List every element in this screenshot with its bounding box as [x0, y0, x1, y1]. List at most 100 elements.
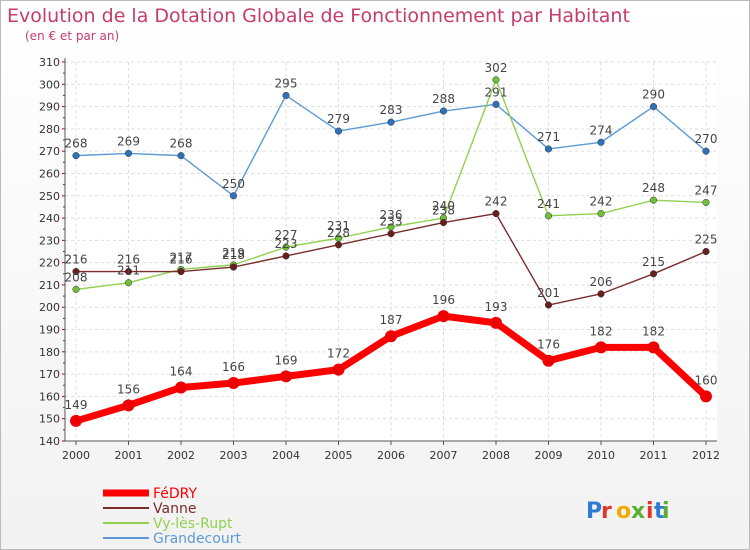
data-label: 228 [327, 226, 350, 240]
logo-letter: P [586, 499, 602, 524]
y-tick-label: 170 [39, 368, 60, 381]
data-point [439, 107, 448, 115]
data-label: 269 [117, 134, 140, 148]
data-point [332, 363, 345, 376]
data-label: 166 [222, 360, 245, 374]
data-label: 176 [537, 338, 560, 352]
data-point [72, 268, 80, 276]
data-label: 160 [695, 373, 718, 387]
data-label: 233 [380, 215, 403, 229]
y-tick-label: 200 [39, 301, 60, 314]
data-label: 288 [432, 92, 455, 106]
logo-letter: i [646, 499, 654, 524]
x-tick-label: 2001 [115, 449, 143, 462]
data-label: 187 [380, 313, 403, 327]
data-point [387, 230, 395, 238]
data-label: 219 [222, 246, 245, 260]
data-label: 215 [642, 255, 665, 269]
data-label: 217 [170, 250, 193, 264]
data-labels: 268 269 268 250 295 279 283 288 291 271 274 290 270 2… [65, 61, 718, 412]
y-tick-label: 180 [39, 346, 60, 359]
data-point [334, 241, 343, 249]
data-label: 242 [590, 195, 613, 209]
legend-label: Vy-lès-Rupt [153, 516, 233, 532]
x-tick-label: 2000 [62, 449, 90, 462]
x-tick-label: 2010 [587, 449, 615, 462]
data-label: 274 [590, 123, 613, 137]
data-label: 236 [380, 208, 403, 222]
data-label: 206 [590, 275, 613, 289]
data-label: 216 [117, 253, 140, 267]
axes [62, 58, 717, 445]
data-point [649, 196, 658, 204]
data-label: 247 [695, 183, 718, 197]
data-point [177, 268, 185, 276]
data-point [175, 381, 187, 394]
data-label: 241 [537, 197, 560, 211]
y-tick-label: 250 [39, 190, 60, 203]
y-tick-label: 310 [39, 56, 60, 69]
data-point [700, 390, 712, 403]
data-label: 290 [642, 88, 665, 102]
legend-label: FéDRY [153, 486, 198, 502]
data-point [227, 377, 240, 390]
data-point [122, 399, 135, 412]
data-point [597, 210, 605, 218]
data-label: 270 [695, 132, 718, 146]
data-label: 182 [590, 324, 613, 338]
x-tick-label: 2002 [167, 449, 195, 462]
chart-subtitle: (en € et par an) [25, 29, 120, 43]
data-point [649, 103, 658, 111]
y-tick-label: 290 [39, 101, 60, 114]
data-point [334, 127, 343, 135]
data-point [177, 152, 185, 160]
data-label: 196 [432, 293, 455, 307]
y-tick-label: 220 [39, 257, 60, 270]
data-point [595, 341, 607, 354]
data-point [544, 145, 553, 153]
data-point [124, 279, 133, 287]
y-tick-label: 260 [39, 167, 60, 180]
x-tick-label: 2011 [640, 449, 668, 462]
data-point [492, 76, 500, 84]
data-point [437, 310, 450, 323]
x-tick-label: 2012 [692, 449, 720, 462]
proxiti-logo: Pr o x i ti [586, 499, 670, 524]
logo-letter: i [662, 499, 670, 524]
data-point [492, 210, 500, 218]
y-tick-label: 160 [39, 390, 60, 403]
data-point [72, 152, 80, 160]
data-point [544, 212, 553, 220]
y-tick-label: 300 [39, 78, 60, 91]
data-label: 156 [117, 382, 140, 396]
data-point [70, 414, 82, 427]
data-point [702, 147, 710, 155]
y-tick-label: 230 [39, 234, 60, 247]
data-label: 271 [537, 130, 560, 144]
series-layer [70, 76, 712, 427]
data-point [597, 290, 605, 298]
legend-label: Vanne [153, 501, 196, 517]
data-label: 218 [222, 248, 245, 262]
data-point [490, 316, 502, 329]
legend-label: Grandecourt [153, 531, 241, 547]
x-tick-label: 2005 [325, 449, 353, 462]
y-tick-labels: 140 150 160 170 180 190 200 210 220 230 240 250 260 2… [39, 56, 60, 448]
data-point [542, 354, 555, 367]
data-label: 227 [275, 228, 298, 242]
data-point [229, 263, 238, 271]
data-label: 223 [275, 237, 298, 251]
data-label: 169 [275, 353, 298, 367]
data-label: 248 [642, 181, 665, 195]
data-point [229, 192, 238, 200]
data-point [124, 268, 133, 276]
data-label: 238 [432, 204, 455, 218]
logo-letter: x [631, 499, 645, 524]
logo-letter: o [616, 499, 631, 524]
data-label: 193 [485, 300, 508, 314]
x-tick-label: 2003 [220, 449, 248, 462]
data-point [647, 341, 660, 354]
